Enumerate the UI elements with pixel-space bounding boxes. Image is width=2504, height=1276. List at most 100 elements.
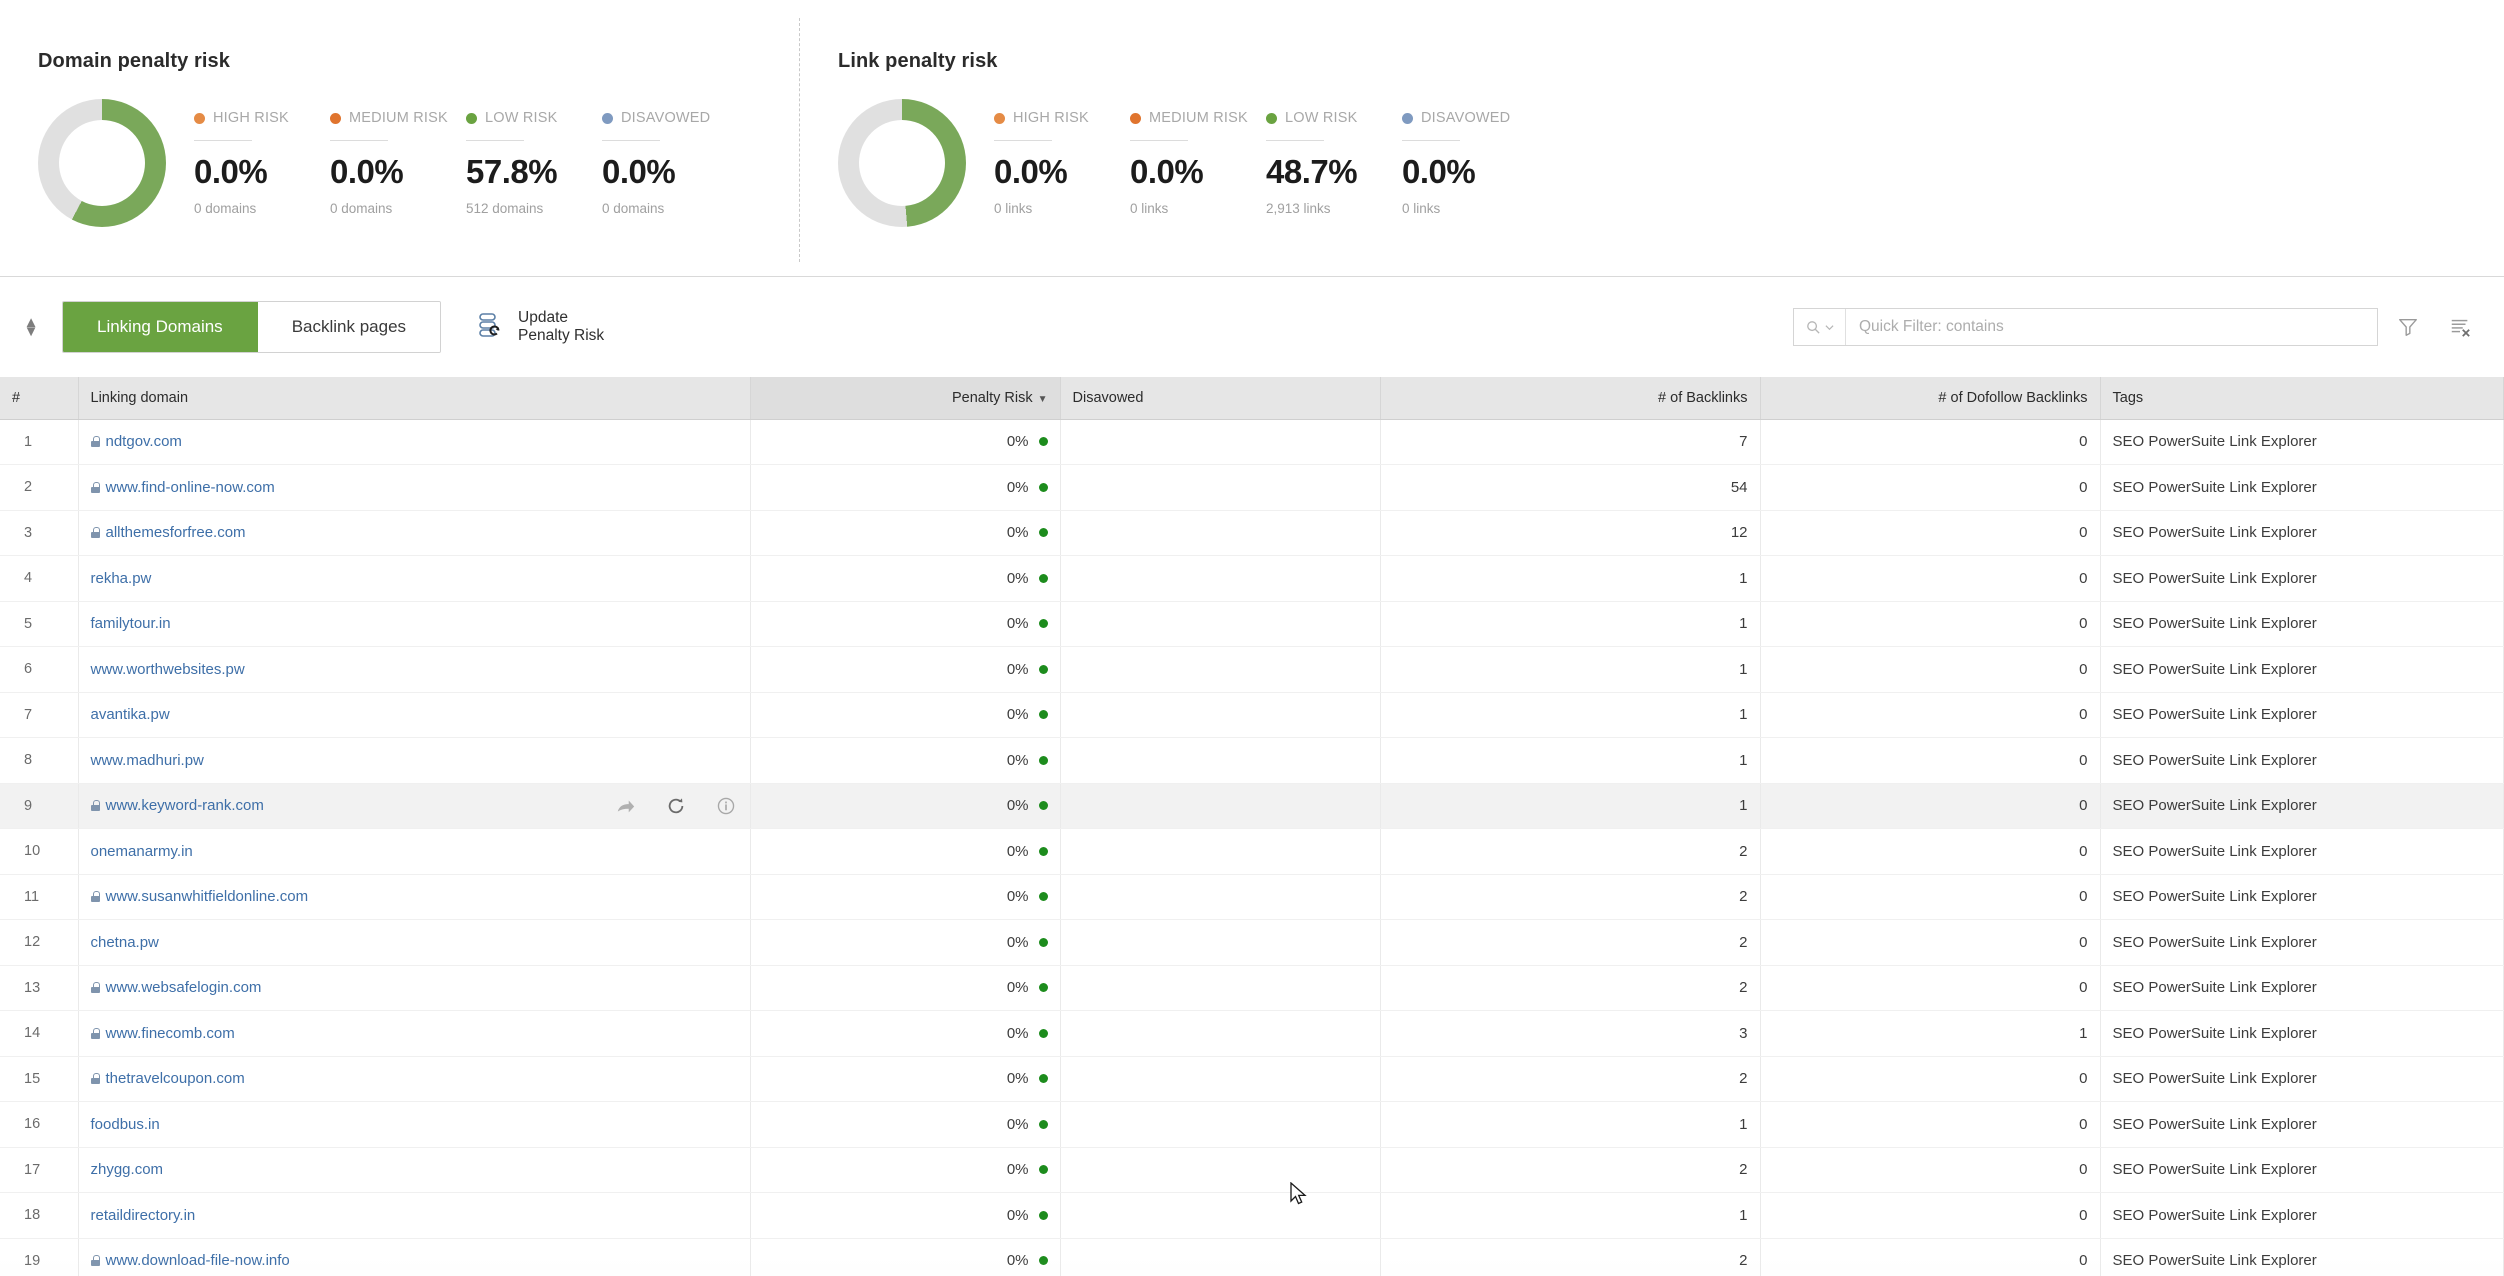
- legend-dot-icon: [994, 112, 1005, 124]
- risk-status-dot-icon: [1038, 1028, 1048, 1038]
- linking-domain-link[interactable]: www.websafelogin.com: [105, 979, 262, 997]
- linking-domain-link[interactable]: www.find-online-now.com: [105, 478, 275, 496]
- linking-domain-cell[interactable]: www.madhuri.pw: [78, 737, 751, 784]
- update-penalty-risk-button[interactable]: Update Penalty Risk: [477, 309, 604, 345]
- tags-cell: SEO PowerSuite Link Explorer: [2100, 874, 2504, 920]
- linking-domain-link[interactable]: chetna.pw: [90, 933, 159, 951]
- view-tabs: Linking Domains Backlink pages: [62, 301, 442, 353]
- table-row[interactable]: 7 avantika.pw 0% 1 0 SEO PowerSuite Link Expl…: [0, 692, 2504, 738]
- column-header-domain[interactable]: Linking domain: [78, 377, 751, 420]
- tab-backlink-pages[interactable]: Backlink pages: [257, 302, 441, 352]
- linking-domain-link[interactable]: familytour.in: [90, 615, 171, 633]
- table-row[interactable]: 17 zhygg.com 0% 2 0 SEO PowerSuite Link Explo…: [0, 1147, 2504, 1193]
- table-row[interactable]: 13 www.websafelogin.com 0% 2 0 SEO PowerSuite…: [0, 965, 2504, 1011]
- linking-domain-cell[interactable]: familytour.in: [78, 601, 751, 647]
- linking-domain-link[interactable]: www.download-file-now.info: [105, 1252, 290, 1270]
- linking-domain-link[interactable]: foodbus.in: [90, 1115, 160, 1133]
- linking-domain-link[interactable]: thetravelcoupon.com: [105, 1070, 245, 1088]
- refresh-icon[interactable]: [666, 796, 686, 816]
- table-row[interactable]: 3 allthemesforfree.com 0% 12 0 SEO PowerSuite…: [0, 510, 2504, 556]
- risk-status-dot-icon: [1038, 1165, 1048, 1175]
- linking-domain-cell[interactable]: chetna.pw: [78, 919, 751, 966]
- linking-domain-cell[interactable]: ndtgov.com: [78, 419, 751, 465]
- linking-domain-cell[interactable]: onemanarmy.in: [78, 828, 751, 875]
- dofollow-backlinks-cell: 0: [1760, 1147, 2101, 1193]
- column-header-backlinks[interactable]: # of Backlinks: [1380, 377, 1761, 420]
- column-header-risk[interactable]: Penalty Risk ▼: [750, 377, 1061, 420]
- table-row[interactable]: 10 onemanarmy.in 0% 2 0 SEO PowerSuite Link E…: [0, 828, 2504, 875]
- penalty-risk-value: 0%: [1006, 615, 1029, 633]
- penalty-risk-cell: 0%: [750, 510, 1061, 556]
- table-row[interactable]: 18 retaildirectory.in 0% 1 0 SEO PowerSuite L…: [0, 1192, 2504, 1239]
- search-icon: [1806, 320, 1820, 334]
- disavowed-cell: [1060, 510, 1381, 556]
- linking-domain-link[interactable]: www.keyword-rank.com: [105, 797, 264, 815]
- linking-domain-cell[interactable]: www.keyword-rank.com: [78, 783, 751, 829]
- linking-domain-link[interactable]: www.finecomb.com: [105, 1024, 235, 1042]
- row-sort-toggle[interactable]: ▲ ▼: [0, 314, 62, 339]
- table-row[interactable]: 9 www.keyword-rank.com 0% 1 0 SEO PowerSuite …: [0, 783, 2504, 829]
- share-icon[interactable]: [616, 796, 636, 816]
- linking-domain-link[interactable]: www.susanwhitfieldonline.com: [105, 888, 309, 906]
- table-row[interactable]: 16 foodbus.in 0% 1 0 SEO PowerSuite Link Expl…: [0, 1101, 2504, 1148]
- table-row[interactable]: 12 chetna.pw 0% 2 0 SEO PowerSuite Link Explo…: [0, 919, 2504, 966]
- table-row[interactable]: 5 familytour.in 0% 1 0 SEO PowerSuite Link Ex…: [0, 601, 2504, 647]
- risk-status-dot-icon: [1038, 801, 1048, 811]
- column-header-label: #: [12, 389, 21, 406]
- table-row[interactable]: 14 www.finecomb.com 0% 3 1 SEO PowerSuite Lin…: [0, 1010, 2504, 1057]
- linking-domain-link[interactable]: zhygg.com: [90, 1161, 164, 1179]
- table-row[interactable]: 6 www.worthwebsites.pw 0% 1 0 SEO PowerSuite …: [0, 646, 2504, 693]
- risk-status-dot-icon: [1038, 619, 1048, 629]
- linking-domain-cell[interactable]: www.find-online-now.com: [78, 464, 751, 511]
- column-header-dofollow[interactable]: # of Dofollow Backlinks: [1760, 377, 2101, 420]
- linking-domain-link[interactable]: www.madhuri.pw: [90, 751, 204, 769]
- row-index: 16: [0, 1101, 79, 1148]
- backlinks-count-cell: 54: [1380, 464, 1761, 511]
- filter-button[interactable]: [2386, 308, 2430, 346]
- table-row[interactable]: 19 www.download-file-now.info 0% 2 0 SEO Powe…: [0, 1238, 2504, 1276]
- quick-filter-mode-dropdown[interactable]: [1794, 309, 1846, 345]
- penalty-risk-cell: 0%: [750, 1056, 1061, 1102]
- table-row[interactable]: 2 www.find-online-now.com 0% 54 0 SEO PowerSu…: [0, 464, 2504, 511]
- chevron-up-icon: ▲: [23, 314, 39, 331]
- linking-domain-cell[interactable]: www.finecomb.com: [78, 1010, 751, 1057]
- linking-domain-link[interactable]: allthemesforfree.com: [105, 524, 246, 542]
- tab-linking-domains[interactable]: Linking Domains: [63, 302, 258, 352]
- table-row[interactable]: 8 www.madhuri.pw 0% 1 0 SEO PowerSuite Link E…: [0, 737, 2504, 784]
- linking-domain-link[interactable]: ndtgov.com: [105, 433, 182, 451]
- column-header-disavowed[interactable]: Disavowed: [1060, 377, 1381, 420]
- lock-icon: [90, 527, 100, 539]
- clear-filter-button[interactable]: [2438, 308, 2482, 346]
- column-header-idx[interactable]: #: [0, 377, 79, 420]
- linking-domain-cell[interactable]: retaildirectory.in: [78, 1192, 751, 1239]
- linking-domain-cell[interactable]: allthemesforfree.com: [78, 510, 751, 556]
- linking-domain-cell[interactable]: www.websafelogin.com: [78, 965, 751, 1011]
- linking-domain-cell[interactable]: www.download-file-now.info: [78, 1238, 751, 1276]
- linking-domain-cell[interactable]: foodbus.in: [78, 1101, 751, 1148]
- table-row[interactable]: 11 www.susanwhitfieldonline.com 0% 2 0 SEO Po…: [0, 874, 2504, 920]
- linking-domain-cell[interactable]: zhygg.com: [78, 1147, 751, 1193]
- linking-domain-link[interactable]: retaildirectory.in: [90, 1206, 196, 1224]
- lock-icon: [90, 481, 100, 493]
- linking-domain-cell[interactable]: avantika.pw: [78, 692, 751, 738]
- penalty-risk-cell: 0%: [750, 1238, 1061, 1276]
- penalty-risk-cell: 0%: [750, 555, 1061, 602]
- table-row[interactable]: 1 ndtgov.com 0% 7 0 SEO PowerSuite Link Explo…: [0, 419, 2504, 465]
- legend-item: HIGH RISK 0.0% 0 domains: [194, 109, 330, 216]
- linking-domain-link[interactable]: rekha.pw: [90, 569, 152, 587]
- linking-domain-cell[interactable]: rekha.pw: [78, 555, 751, 602]
- linking-domain-link[interactable]: www.worthwebsites.pw: [90, 660, 245, 678]
- column-header-tags[interactable]: Tags: [2100, 377, 2504, 420]
- linking-domain-link[interactable]: avantika.pw: [90, 706, 170, 724]
- linking-domain-cell[interactable]: www.susanwhitfieldonline.com: [78, 874, 751, 920]
- linking-domain-cell[interactable]: www.worthwebsites.pw: [78, 646, 751, 693]
- tags-cell: SEO PowerSuite Link Explorer: [2100, 1101, 2504, 1148]
- table-row[interactable]: 4 rekha.pw 0% 1 0 SEO PowerSuite Link Explore…: [0, 555, 2504, 602]
- info-icon[interactable]: [716, 796, 736, 816]
- sort-caret-icon: ▼: [1037, 393, 1048, 405]
- row-index: 3: [0, 510, 79, 556]
- linking-domain-cell[interactable]: thetravelcoupon.com: [78, 1056, 751, 1102]
- linking-domain-link[interactable]: onemanarmy.in: [90, 842, 193, 860]
- quick-filter-input[interactable]: [1846, 309, 2377, 345]
- table-row[interactable]: 15 thetravelcoupon.com 0% 2 0 SEO PowerSuite …: [0, 1056, 2504, 1102]
